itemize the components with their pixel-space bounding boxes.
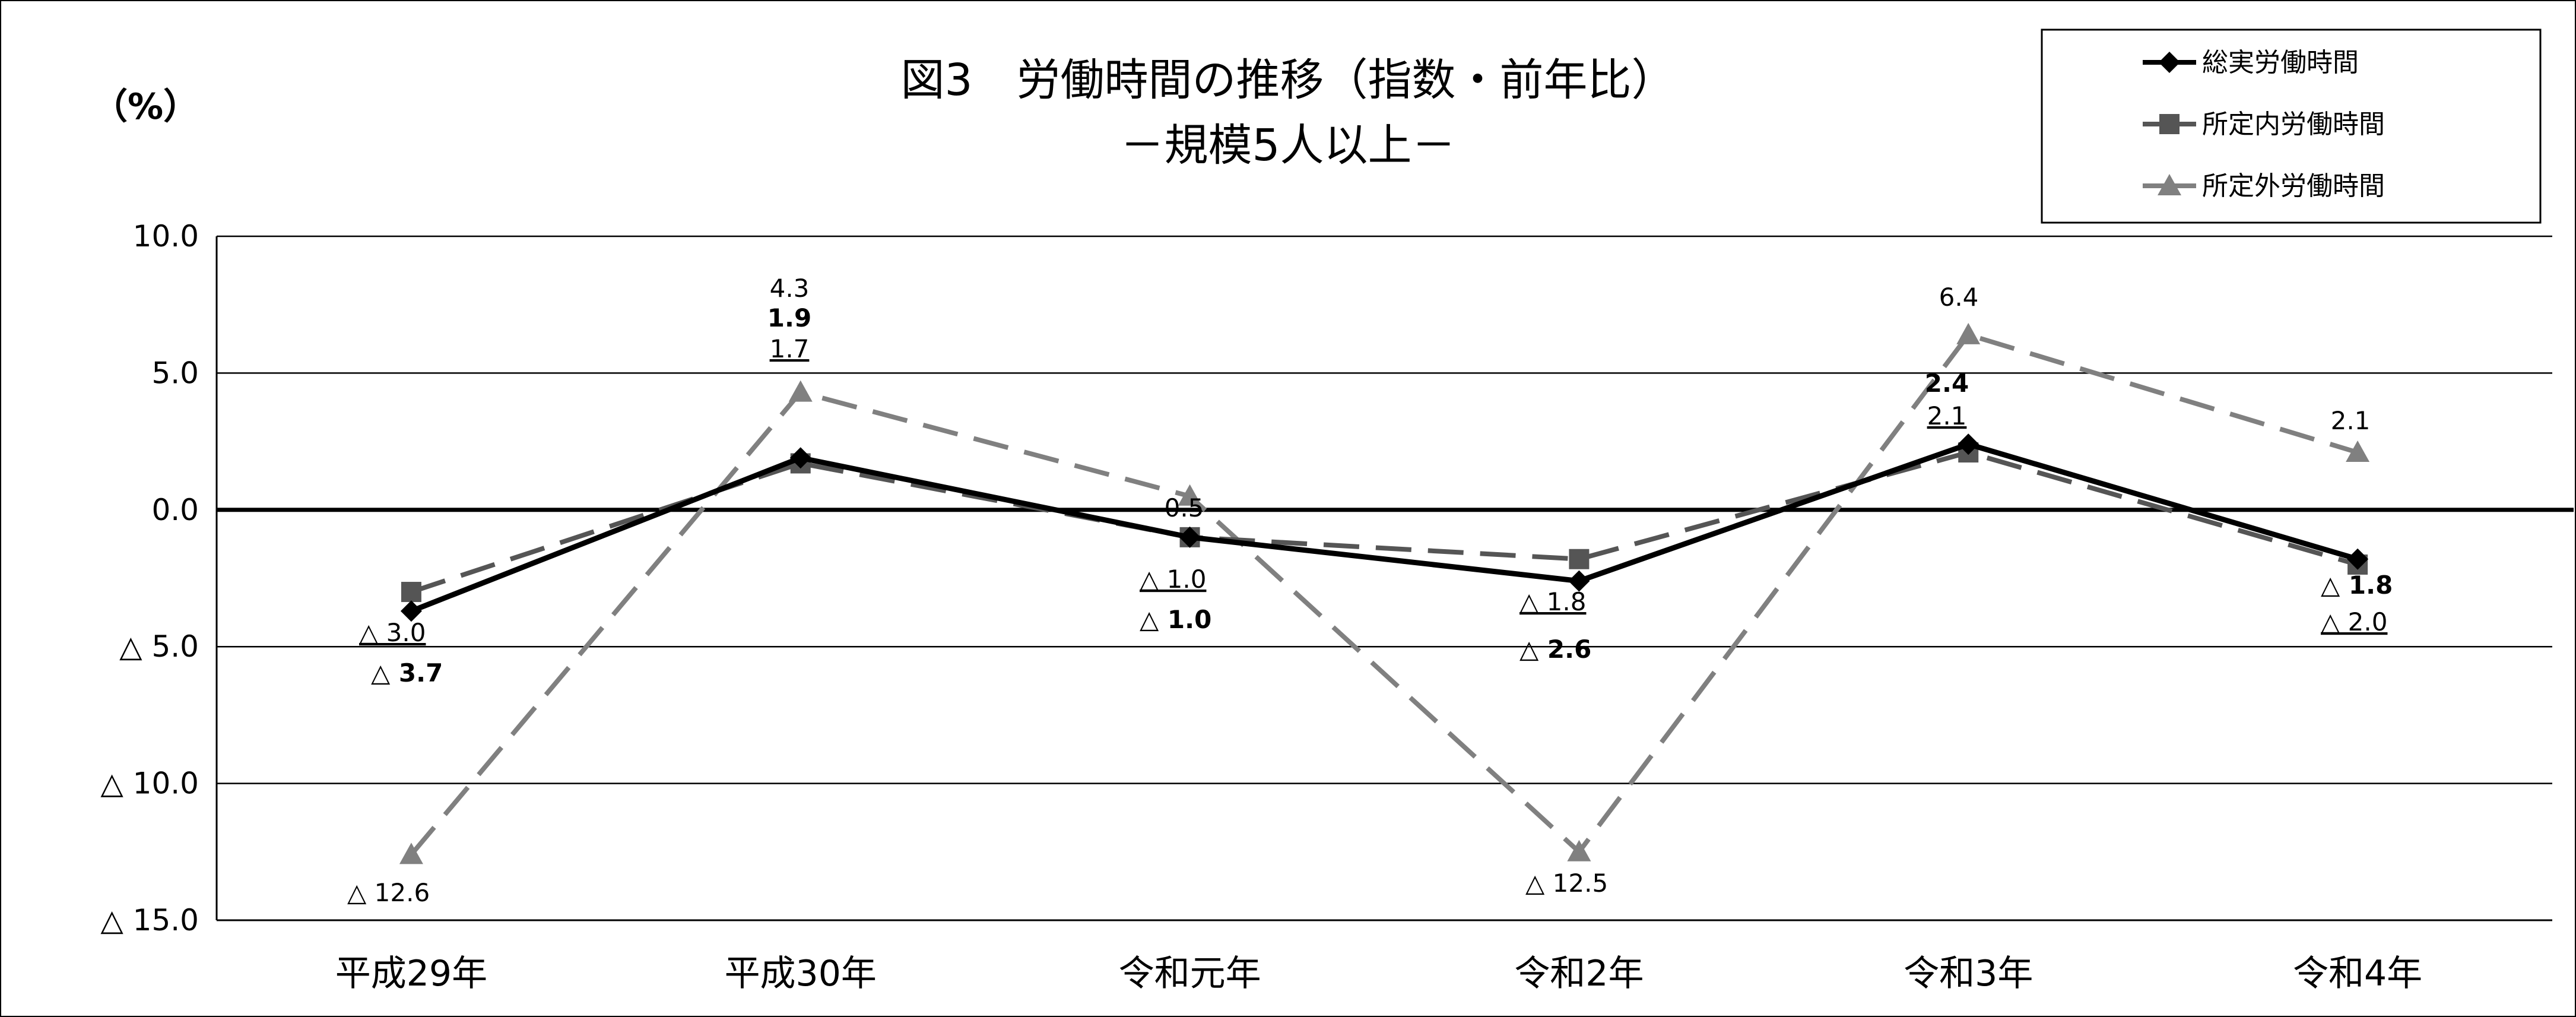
legend-label: 所定外労働時間	[2202, 171, 2385, 201]
gridlines	[215, 235, 2574, 921]
legend-marker	[2158, 174, 2181, 195]
legend-label: 総実労働時間	[2202, 47, 2359, 78]
data-point	[1958, 433, 1979, 455]
data-label: 2.1	[1927, 401, 1967, 430]
data-label: 4.3	[770, 274, 810, 303]
y-axis-ticks: 10.0 5.0 0.0 △ 5.0 △ 10.0 △ 15.0	[100, 219, 199, 937]
y-tick-label: △ 15.0	[100, 903, 199, 937]
data-label: △ 12.5	[1525, 869, 1608, 898]
data-labels: △ 3.7 1.9 △ 1.0 △ 2.6 2.4 △ 1.8 △ 3.0 1.7 △ 1.0 △…	[347, 274, 2393, 907]
data-point	[399, 842, 423, 864]
data-point	[1568, 570, 1590, 592]
data-point	[789, 447, 811, 469]
series-line-2	[409, 332, 2359, 856]
data-point	[2346, 441, 2370, 462]
data-label: 6.4	[1939, 283, 1979, 312]
series-lines	[399, 322, 2370, 864]
x-tick-label: 平成30年	[725, 953, 877, 994]
data-label: △ 3.0	[359, 618, 426, 647]
data-label: △ 1.0	[1140, 565, 1206, 594]
y-axis-unit: （%）	[92, 86, 199, 128]
y-tick-label: 5.0	[151, 356, 199, 390]
y-tick-label: △ 10.0	[100, 766, 199, 801]
legend-marker	[2159, 114, 2180, 134]
data-label: △ 1.8	[1519, 587, 1586, 616]
x-tick-label: 令和元年	[1119, 953, 1261, 994]
x-tick-label: 平成29年	[335, 953, 487, 994]
x-tick-label: 令和3年	[1904, 953, 2033, 994]
legend-label: 所定内労働時間	[2202, 109, 2385, 140]
data-point	[400, 600, 422, 622]
data-label: △ 2.0	[2321, 607, 2387, 636]
legend-marker	[2159, 52, 2180, 73]
data-label: △ 1.8	[2321, 571, 2393, 600]
y-tick-label: 10.0	[133, 219, 199, 254]
data-label: 1.7	[770, 334, 810, 363]
data-point	[1178, 484, 1202, 506]
x-tick-label: 令和4年	[2293, 953, 2422, 994]
data-label: 2.1	[2331, 406, 2371, 435]
data-point	[1956, 322, 1981, 344]
data-label: △ 12.6	[347, 878, 430, 907]
y-tick-label: 0.0	[151, 493, 199, 527]
data-point	[788, 380, 813, 402]
chart-subtitle: －規模5人以上－	[1120, 120, 1455, 171]
data-label: 2.4	[1925, 369, 1969, 398]
data-point	[1179, 526, 1201, 548]
data-point	[401, 582, 421, 603]
data-label: △ 2.6	[1519, 635, 1591, 664]
data-point	[1567, 839, 1591, 861]
data-point	[1569, 549, 1590, 569]
x-axis-ticks: 平成29年 平成30年 令和元年 令和2年 令和3年 令和4年	[335, 953, 2422, 994]
y-tick-label: △ 5.0	[119, 629, 199, 664]
legend-box	[2041, 28, 2542, 224]
series-line-0	[410, 441, 2359, 614]
data-label: 1.9	[767, 303, 811, 332]
x-tick-label: 令和2年	[1514, 953, 1644, 994]
data-label: 0.5	[1165, 493, 1204, 522]
data-label: △ 3.7	[371, 658, 443, 687]
data-label: △ 1.0	[1140, 605, 1211, 634]
chart-title: 図3 労働時間の推移（指数・前年比）	[900, 55, 1675, 106]
data-point	[2347, 548, 2369, 570]
